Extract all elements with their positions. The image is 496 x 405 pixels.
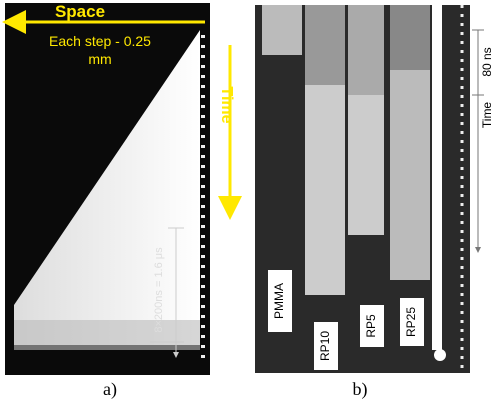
stripe xyxy=(390,5,430,70)
scale-label: 8×200ns = 1.6 μs xyxy=(153,247,165,333)
spot xyxy=(434,349,446,361)
interval-label: 80 ns xyxy=(480,47,494,76)
sample-label: RP25 xyxy=(404,307,418,337)
streak-tail xyxy=(14,320,200,350)
stripe xyxy=(305,85,345,295)
panel-label: a) xyxy=(103,379,117,400)
time-label: Time xyxy=(218,86,235,123)
space-label: Space xyxy=(55,2,105,21)
figure: Space Each step - 0.25 mm Time 8×200ns =… xyxy=(0,0,496,405)
panel-b: PMMA RP10 RP5 RP25 80 ns Time b) xyxy=(255,5,494,400)
stripe xyxy=(262,5,302,55)
step-label: Each step - 0.25 xyxy=(49,33,151,49)
sample-label: RP10 xyxy=(318,331,332,361)
step-label: mm xyxy=(88,51,111,67)
stripe xyxy=(348,95,384,235)
panel-a: Space Each step - 0.25 mm Time 8×200ns =… xyxy=(5,2,235,400)
stripe xyxy=(305,5,345,85)
stripe xyxy=(348,5,384,95)
sample-label: RP5 xyxy=(364,314,378,338)
sample-label: PMMA xyxy=(272,283,286,319)
time-label: Time xyxy=(480,102,494,129)
stripe xyxy=(390,70,430,280)
page: Space Each step - 0.25 mm Time 8×200ns =… xyxy=(0,0,496,405)
stripe xyxy=(432,5,442,350)
panel-label: b) xyxy=(353,379,368,400)
